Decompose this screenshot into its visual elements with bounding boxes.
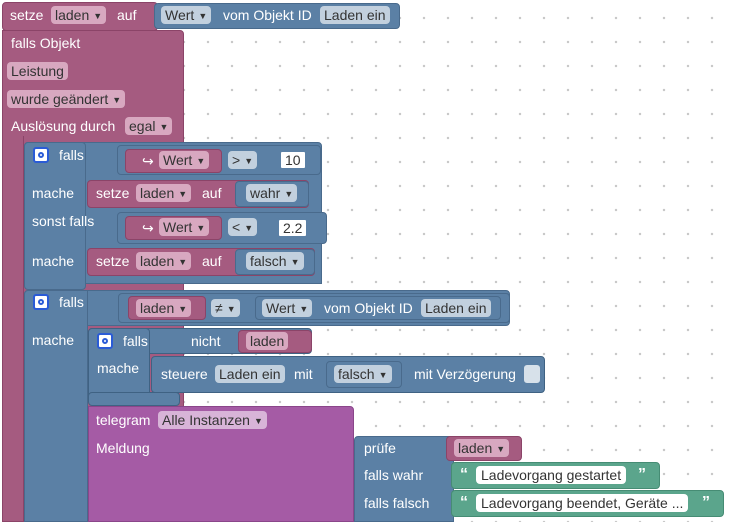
falls-label: falls <box>123 333 148 349</box>
object-id-field[interactable]: Laden ein <box>320 6 390 24</box>
mit-label: mit <box>294 366 313 382</box>
falls-falsch-label: falls falsch <box>364 495 430 511</box>
change-type-dropdown[interactable]: wurde geändert ▼ <box>7 90 126 108</box>
dropdown-arrow-icon: ▼ <box>196 156 206 166</box>
dropdown-arrow-icon: ▼ <box>226 304 236 314</box>
setze-label: setze <box>10 7 44 23</box>
quote-open-icon: “ <box>460 466 468 483</box>
dropdown-arrow-icon: ▼ <box>159 122 169 132</box>
value-dropdown-wert[interactable]: Wert ▼ <box>161 6 212 24</box>
dropdown-arrow-icon: ▼ <box>378 370 388 380</box>
mache-label: mache <box>97 360 140 376</box>
object-id-field[interactable]: Laden ein <box>421 299 491 317</box>
boolean-dropdown-falsch[interactable]: falsch ▼ <box>246 252 304 270</box>
operator-dropdown-ne[interactable]: ≠ ▼ <box>211 299 240 317</box>
setze-label: setze <box>96 185 130 201</box>
quote-open-icon: “ <box>460 494 468 511</box>
steuere-label: steuere <box>161 366 208 382</box>
dropdown-arrow-icon: ▼ <box>178 304 188 314</box>
meldung-label: Meldung <box>96 440 150 456</box>
gear-icon[interactable] <box>97 333 113 349</box>
dropdown-arrow-icon: ▼ <box>244 223 254 233</box>
dropdown-arrow-icon: ▼ <box>299 304 309 314</box>
dropdown-arrow-icon: ▼ <box>112 95 122 105</box>
if-block-2-spine <box>24 290 88 522</box>
boolean-dropdown-falsch[interactable]: falsch ▼ <box>334 365 392 383</box>
trigger-block-body <box>2 136 24 522</box>
vom-objekt-id-label: vom Objekt ID <box>223 7 312 23</box>
dropdown-arrow-icon: ▼ <box>244 156 254 166</box>
quote-close-icon: ” <box>638 466 646 483</box>
quote-close-icon: ” <box>702 494 710 511</box>
falls-label: falls <box>59 147 84 163</box>
vom-objekt-id-label: vom Objekt ID <box>324 300 413 316</box>
dropdown-arrow-icon: ▼ <box>178 189 188 199</box>
dropdown-arrow-icon: ▼ <box>198 11 208 21</box>
boolean-dropdown-wahr[interactable]: wahr ▼ <box>246 184 298 202</box>
variable-dropdown-laden[interactable]: laden <box>246 332 289 350</box>
gear-icon[interactable] <box>33 294 49 310</box>
number-field-2-2[interactable]: 2.2 <box>277 218 309 238</box>
instance-dropdown[interactable]: Alle Instanzen ▼ <box>158 411 267 429</box>
dropdown-arrow-icon: ▼ <box>178 257 188 267</box>
dropdown-arrow-icon: ▼ <box>290 257 300 267</box>
object-id-field[interactable]: Laden ein <box>215 365 285 383</box>
mache-label: mache <box>32 253 75 269</box>
nicht-label: nicht <box>191 333 221 349</box>
gear-icon[interactable] <box>33 147 49 163</box>
number-field-10[interactable]: 10 <box>279 150 307 170</box>
trigger-source-dropdown[interactable]: egal ▼ <box>125 117 173 135</box>
if-block-1-spine <box>24 142 86 290</box>
telegram-label: telegram <box>96 412 151 428</box>
falls-label: falls <box>59 294 84 310</box>
value-dropdown-wert[interactable]: Wert ▼ <box>159 151 210 169</box>
falls-wahr-label: falls wahr <box>364 467 424 483</box>
dropdown-arrow-icon: ▼ <box>196 223 206 233</box>
mit-verzoegerung-label: mit Verzögerung <box>414 366 516 382</box>
delay-checkbox[interactable] <box>524 365 540 383</box>
arrow-icon: ↪ <box>142 220 154 236</box>
variable-dropdown-laden[interactable]: laden ▼ <box>136 299 192 317</box>
value-dropdown-wert[interactable]: Wert ▼ <box>159 218 210 236</box>
ausloesung-durch-label: Auslösung durch <box>11 118 116 134</box>
mache-label: mache <box>32 185 75 201</box>
pruefe-label: prüfe <box>364 440 396 456</box>
variable-dropdown-laden[interactable]: laden ▼ <box>454 439 510 457</box>
variable-dropdown-laden[interactable]: laden ▼ <box>136 184 192 202</box>
value-dropdown-wert[interactable]: Wert ▼ <box>262 299 313 317</box>
auf-label: auf <box>117 7 137 23</box>
variable-dropdown-laden[interactable]: laden ▼ <box>136 252 192 270</box>
auf-label: auf <box>202 185 222 201</box>
auf-label: auf <box>202 253 222 269</box>
variable-dropdown-laden[interactable]: laden ▼ <box>51 6 107 24</box>
dropdown-arrow-icon: ▼ <box>284 189 294 199</box>
falls-objekt-label: falls Objekt <box>11 35 81 51</box>
mache-label: mache <box>32 332 75 348</box>
arrow-icon: ↪ <box>142 153 154 169</box>
operator-dropdown-gt[interactable]: > ▼ <box>228 151 258 169</box>
dropdown-arrow-icon: ▼ <box>93 11 103 21</box>
dropdown-arrow-icon: ▼ <box>253 416 263 426</box>
text-field-false[interactable]: Ladevorgang beendet, Geräte ... <box>476 494 689 512</box>
object-id-leistung[interactable]: Leistung <box>7 62 68 80</box>
dropdown-arrow-icon: ▼ <box>496 444 506 454</box>
setze-label: setze <box>96 253 130 269</box>
text-field-true[interactable]: Ladevorgang gestartet <box>476 466 627 484</box>
operator-dropdown-lt[interactable]: < ▼ <box>228 218 258 236</box>
sonst-falls-label: sonst falls <box>32 213 95 229</box>
if-block-3-bottom <box>88 392 180 406</box>
